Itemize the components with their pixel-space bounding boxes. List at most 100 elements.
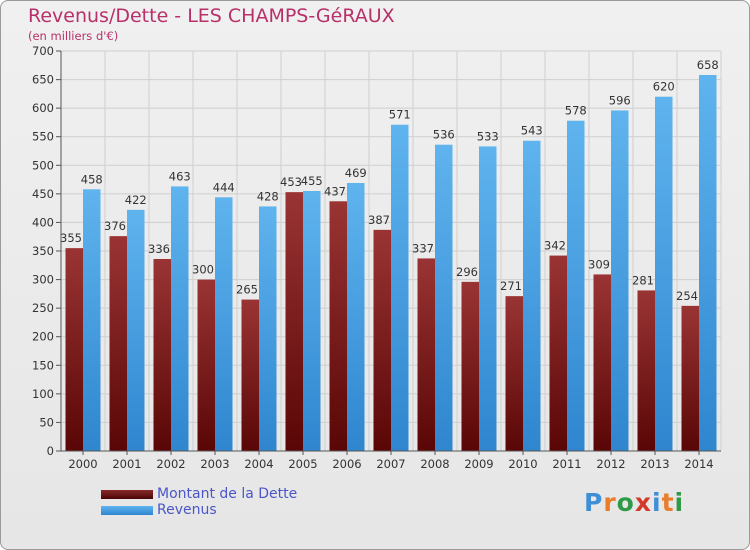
bar-debt — [241, 299, 259, 451]
bar-debt — [681, 305, 699, 451]
data-label-debt: 300 — [192, 263, 214, 277]
data-label-debt: 437 — [324, 184, 346, 198]
x-tick-label: 2013 — [640, 457, 669, 471]
bar-debt — [329, 201, 347, 451]
logo-letter: i — [674, 488, 685, 517]
y-tick-label: 200 — [32, 330, 54, 344]
data-label-revenue: 455 — [301, 174, 323, 188]
data-label-revenue: 428 — [257, 189, 279, 203]
data-label-revenue: 578 — [565, 104, 587, 118]
x-tick-label: 2010 — [508, 457, 537, 471]
bar-debt — [373, 229, 391, 451]
y-tick-label: 350 — [32, 244, 54, 258]
y-tick-label: 250 — [32, 301, 54, 315]
bar-revenue — [391, 124, 409, 451]
data-label-revenue: 658 — [697, 58, 719, 72]
bar-debt — [461, 281, 479, 451]
bar-debt — [505, 296, 523, 451]
data-label-revenue: 444 — [213, 180, 235, 194]
chart-subtitle: (en milliers d'€) — [28, 29, 119, 43]
data-label-revenue: 571 — [389, 108, 411, 122]
data-label-revenue: 463 — [169, 169, 191, 183]
y-tick-label: 50 — [39, 415, 54, 429]
x-tick-label: 2007 — [376, 457, 405, 471]
bar-revenue — [655, 96, 673, 451]
legend-swatch-revenue — [101, 506, 153, 515]
legend-label-debt: Montant de la Dette — [157, 486, 298, 502]
data-label-debt: 342 — [544, 239, 566, 253]
data-label-revenue: 422 — [125, 193, 147, 207]
data-label-debt: 337 — [412, 241, 434, 255]
y-tick-label: 600 — [32, 101, 54, 115]
bar-debt — [637, 290, 655, 451]
legend-swatch-debt — [101, 490, 153, 499]
y-tick-label: 100 — [32, 387, 54, 401]
data-label-revenue: 469 — [345, 166, 367, 180]
data-label-revenue: 596 — [609, 93, 631, 107]
y-tick-label: 500 — [32, 158, 54, 172]
bar-revenue — [171, 186, 189, 451]
data-label-debt: 296 — [456, 265, 478, 279]
bar-debt — [65, 248, 83, 451]
data-label-debt: 355 — [60, 231, 82, 245]
bar-revenue — [259, 206, 277, 451]
data-label-debt: 376 — [104, 219, 126, 233]
y-tick-label: 650 — [32, 73, 54, 87]
logo-letter: x — [634, 488, 652, 517]
logo-letter: r — [603, 488, 617, 517]
bar-revenue — [611, 110, 629, 451]
x-tick-label: 2003 — [200, 457, 229, 471]
data-label-debt: 387 — [368, 213, 390, 227]
logo-letter: o — [616, 488, 635, 517]
data-label-debt: 453 — [280, 175, 302, 189]
x-tick-label: 2001 — [112, 457, 141, 471]
chart-title: Revenus/Dette - LES CHAMPS-GéRAUX — [28, 5, 395, 27]
x-tick-label: 2011 — [552, 457, 581, 471]
data-label-revenue: 620 — [653, 80, 675, 94]
y-tick-label: 0 — [47, 444, 54, 458]
logo-letter: P — [584, 488, 604, 517]
bar-revenue — [523, 140, 541, 451]
y-tick-label: 150 — [32, 358, 54, 372]
data-label-revenue: 458 — [81, 172, 103, 186]
bar-debt — [593, 274, 611, 451]
data-label-debt: 336 — [148, 242, 170, 256]
logo-letter: t — [661, 488, 675, 517]
x-tick-label: 2014 — [684, 457, 713, 471]
x-tick-label: 2002 — [156, 457, 185, 471]
x-tick-label: 2012 — [596, 457, 625, 471]
x-tick-label: 2005 — [288, 457, 317, 471]
bar-debt — [417, 258, 435, 451]
legend-label-revenue: Revenus — [157, 502, 217, 518]
bar-revenue — [699, 75, 717, 451]
data-label-debt: 281 — [632, 273, 654, 287]
y-tick-label: 400 — [32, 215, 54, 229]
x-tick-label: 2000 — [68, 457, 97, 471]
bar-debt — [285, 192, 303, 451]
bar-revenue — [347, 183, 365, 451]
y-tick-label: 550 — [32, 130, 54, 144]
proxiti-logo: Proxiti — [584, 488, 684, 517]
y-tick-label: 450 — [32, 187, 54, 201]
bar-debt — [153, 259, 171, 451]
x-tick-label: 2006 — [332, 457, 361, 471]
logo-letter: i — [652, 488, 662, 517]
bar-debt — [197, 279, 215, 451]
x-tick-label: 2008 — [420, 457, 449, 471]
data-label-debt: 271 — [500, 279, 522, 293]
data-label-revenue: 533 — [477, 129, 499, 143]
bar-revenue — [479, 146, 497, 451]
bar-revenue — [83, 189, 101, 452]
bar-debt — [549, 255, 567, 451]
x-tick-label: 2009 — [464, 457, 493, 471]
data-label-revenue: 536 — [433, 128, 455, 142]
bar-debt — [109, 236, 127, 451]
data-label-debt: 254 — [676, 289, 698, 303]
bar-revenue — [127, 209, 145, 451]
x-tick-label: 2004 — [244, 457, 273, 471]
bar-revenue — [303, 191, 321, 451]
bar-revenue — [435, 144, 453, 451]
y-tick-label: 300 — [32, 273, 54, 287]
data-label-revenue: 543 — [521, 124, 543, 138]
